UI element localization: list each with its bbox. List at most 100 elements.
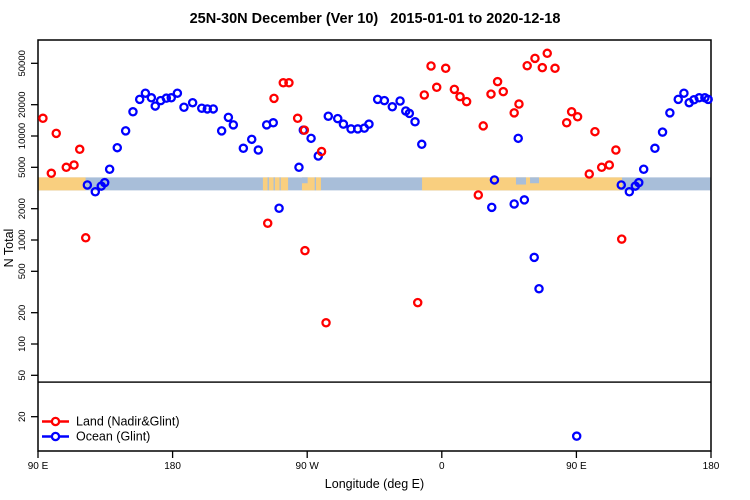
data-point-land (316, 146, 327, 157)
data-point-ocean (150, 101, 161, 111)
band-inland-water (530, 177, 540, 184)
data-point-ocean (509, 199, 519, 209)
data-point-ocean (179, 102, 189, 112)
x-tick-label: 90 E (566, 461, 587, 472)
data-point-land (461, 96, 472, 107)
x-tick-label: 180 (164, 461, 181, 472)
data-point-land (550, 63, 560, 74)
data-point-land (455, 91, 465, 102)
data-point-land (478, 121, 488, 131)
x-tick-label: 90 W (296, 461, 320, 472)
data-point-ocean (634, 177, 644, 188)
data-point-ocean (120, 126, 131, 136)
data-point-land (262, 218, 273, 228)
data-point-ocean (99, 177, 110, 188)
data-point-ocean (202, 104, 213, 114)
data-point-ocean (197, 103, 207, 113)
y-tick-label: 5000 (17, 157, 28, 178)
data-point-ocean (395, 96, 405, 106)
data-point-ocean (223, 112, 234, 123)
data-point-ocean (253, 145, 264, 155)
data-point-land (38, 113, 48, 124)
data-point-ocean (112, 142, 123, 153)
data-point-land (492, 76, 503, 87)
data-point-land (449, 84, 460, 95)
data-point-ocean (228, 120, 239, 130)
data-point-ocean (679, 88, 689, 98)
data-point-land (80, 233, 91, 243)
y-tick-label: 50000 (17, 50, 28, 76)
data-point-ocean (673, 94, 683, 105)
data-point-ocean (161, 93, 172, 103)
data-point-ocean (306, 133, 316, 144)
x-tick-label: 180 (703, 461, 720, 472)
data-point-land (278, 78, 289, 88)
data-point-land (292, 113, 303, 124)
data-point-land (572, 112, 583, 122)
data-point-land (590, 126, 600, 137)
data-point-ocean (387, 102, 398, 112)
chart-title: 25N-30N December (Ver 10) 2015-01-01 to … (189, 11, 561, 27)
data-point-ocean (274, 203, 284, 213)
data-point-ocean (665, 108, 675, 118)
data-point-ocean (513, 133, 523, 144)
y-tick-label: 100 (17, 336, 28, 352)
y-tick-label: 1000 (17, 229, 28, 250)
data-point-ocean (216, 126, 227, 136)
data-point-land (426, 61, 436, 71)
plot-frame (37, 39, 712, 452)
data-point-ocean (338, 119, 349, 129)
data-point-ocean (703, 94, 713, 105)
band-inland-water (515, 177, 526, 185)
legend-marker-ocean (50, 431, 61, 442)
data-point-ocean (128, 107, 138, 117)
data-point-land (284, 78, 294, 88)
y-tick-label: 2000 (17, 198, 28, 219)
y-tick-label: 10000 (17, 123, 28, 149)
data-point-land (561, 118, 572, 128)
data-point-ocean (529, 252, 539, 263)
data-point-ocean (404, 108, 415, 119)
data-point-ocean (238, 143, 249, 154)
data-point-land (596, 162, 607, 173)
data-point-land (509, 108, 519, 118)
data-point-ocean (134, 94, 145, 105)
data-point-land (419, 90, 430, 100)
data-point-land (616, 234, 627, 244)
data-point-ocean (657, 127, 668, 137)
data-point-land (584, 169, 595, 179)
data-point-land (514, 99, 524, 109)
data-point-land (269, 93, 279, 104)
data-point-land (604, 160, 615, 170)
data-point-land (300, 245, 310, 256)
data-point-ocean (294, 162, 304, 173)
data-point-land (542, 48, 552, 59)
band-inland-water (273, 177, 275, 191)
data-point-ocean (82, 180, 93, 190)
data-point-land (431, 82, 442, 93)
y-tick-label: 20 (17, 411, 28, 422)
data-point-land (440, 63, 451, 74)
x-tick-label: 90 E (28, 461, 49, 472)
data-point-ocean (246, 134, 257, 145)
data-point-ocean (417, 139, 427, 150)
data-point-land (522, 60, 532, 71)
data-point-land (321, 318, 331, 328)
data-point-ocean (208, 104, 219, 114)
data-point-ocean (689, 95, 699, 105)
data-point-ocean (323, 111, 334, 121)
y-tick-label: 200 (17, 305, 28, 321)
data-point-land (299, 125, 310, 135)
data-point-ocean (140, 88, 151, 98)
band-land-segment (262, 177, 289, 191)
data-point-ocean (571, 431, 582, 441)
data-point-ocean (616, 180, 627, 190)
data-point-land (537, 62, 548, 73)
y-tick-label: 20000 (17, 91, 28, 117)
legend-marker-land (50, 416, 61, 427)
data-point-ocean (172, 88, 183, 98)
data-point-ocean (638, 164, 649, 174)
legend-label-ocean: Ocean (Glint) (76, 430, 150, 444)
